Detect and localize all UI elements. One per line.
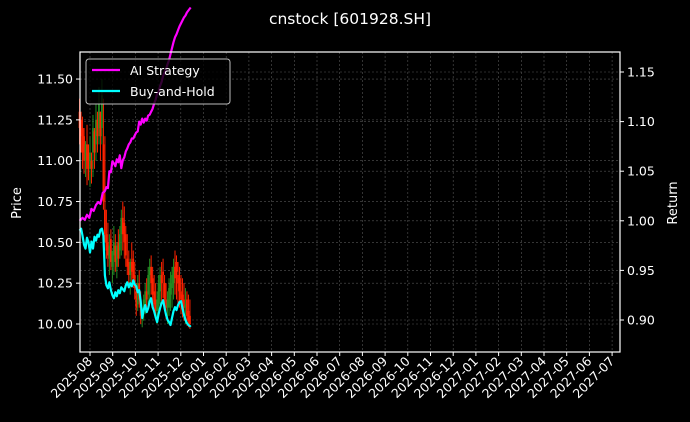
chart-title: cnstock [601928.SH]: [269, 10, 431, 28]
svg-text:0.95: 0.95: [627, 263, 655, 278]
svg-text:0.90: 0.90: [627, 313, 655, 328]
svg-text:1.15: 1.15: [627, 65, 655, 80]
svg-text:10.25: 10.25: [37, 276, 73, 291]
svg-text:11.50: 11.50: [37, 72, 73, 87]
y-axis-label-right: Return: [666, 181, 681, 224]
svg-text:10.50: 10.50: [37, 235, 73, 250]
legend: AI Strategy Buy-and-Hold: [85, 58, 231, 105]
svg-text:1.10: 1.10: [627, 114, 655, 129]
y-axis-label-left: Price: [10, 187, 25, 219]
legend-label-ai-strategy: AI Strategy: [130, 63, 200, 78]
series-lines: [78, 6, 192, 328]
svg-text:10.00: 10.00: [37, 317, 73, 332]
y-axis-left: 10.00 10.25 10.50 10.75 11.00 11.25 11.50: [37, 72, 80, 332]
legend-label-buy-and-hold: Buy-and-Hold: [130, 84, 215, 99]
svg-text:1.05: 1.05: [627, 164, 655, 179]
svg-text:11.25: 11.25: [37, 112, 73, 127]
svg-text:10.75: 10.75: [37, 194, 73, 209]
y-axis-right: 0.90 0.95 1.00 1.05 1.10 1.15: [620, 65, 655, 328]
svg-text:11.00: 11.00: [37, 153, 73, 168]
x-axis: 2025-082025-092025-102025-112025-122026-…: [48, 352, 617, 401]
svg-text:1.00: 1.00: [627, 213, 655, 228]
legend-box: [85, 58, 231, 105]
